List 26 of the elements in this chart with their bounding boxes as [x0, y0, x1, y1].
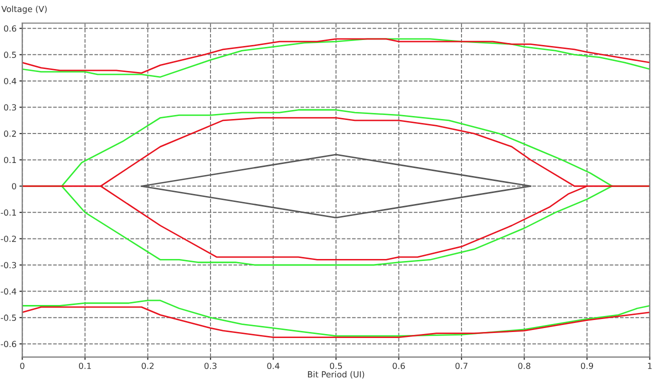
x-tick-label: 1 — [648, 362, 652, 369]
x-tick-label: 0.4 — [267, 362, 280, 370]
x-tick-label: 0.1 — [78, 362, 91, 370]
y-tick-label: 0.6 — [4, 25, 16, 32]
y-tick-label: 0.2 — [4, 130, 16, 137]
y-tick-label: -0.2 — [0, 236, 16, 242]
x-tick-label: 0.2 — [142, 362, 154, 370]
y-tick-label: -0.5 — [0, 314, 16, 321]
x-tick-label: 0.5 — [330, 362, 342, 370]
y-tick-label: -0.1 — [0, 209, 16, 216]
x-axis-title: Bit Period (UI) — [308, 371, 364, 378]
x-tick-label: 0.9 — [580, 362, 594, 370]
y-tick-label: -0.3 — [0, 262, 16, 268]
y-tick-label: -0.6 — [0, 340, 16, 348]
x-tick-label: 0.6 — [392, 362, 405, 370]
x-tick-label: 0.7 — [455, 362, 468, 370]
y-tick-label: 0.1 — [4, 156, 16, 164]
y-tick-label: 0 — [12, 183, 16, 190]
x-tick-label: 0.8 — [518, 362, 530, 370]
y-axis-title: Voltage (V) — [1, 6, 47, 14]
x-tick-label: 0.3 — [204, 362, 216, 370]
y-tick-label: -0.4 — [0, 288, 16, 295]
y-tick-label: 0.3 — [4, 104, 16, 111]
x-tick-label: 0 — [20, 362, 24, 370]
y-tick-label: 0.4 — [4, 78, 16, 84]
y-tick-label: 0.5 — [4, 52, 16, 58]
